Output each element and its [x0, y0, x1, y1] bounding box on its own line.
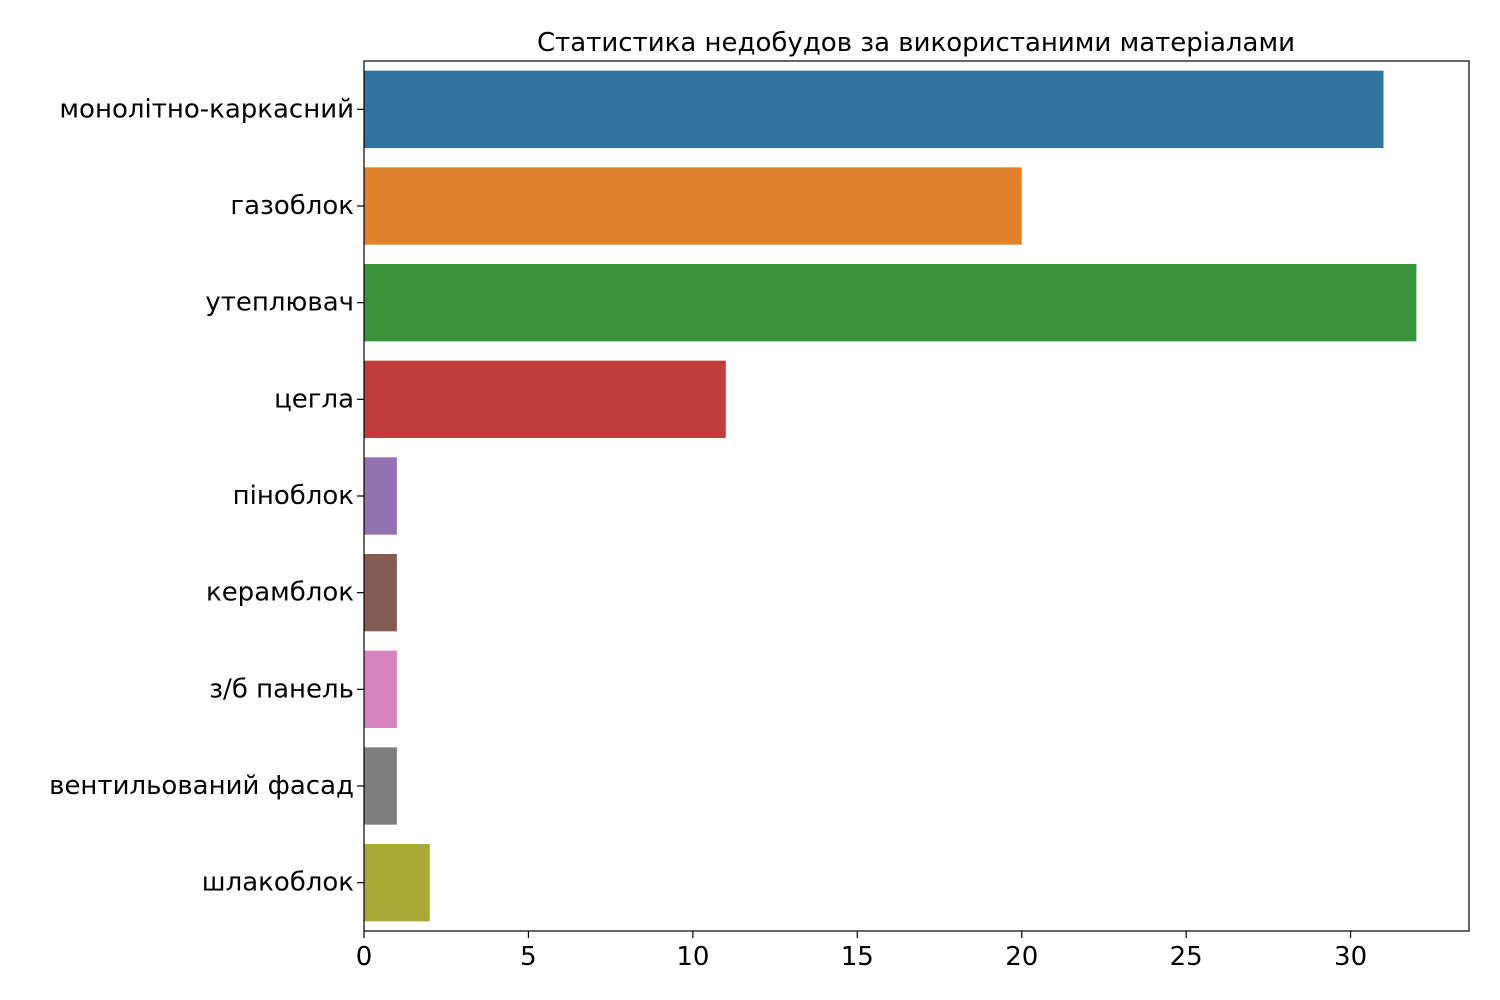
bar-2 — [364, 264, 1417, 342]
x-tick-label-5: 25 — [1170, 942, 1203, 972]
x-tick-label-0: 0 — [356, 942, 373, 972]
x-tick-label-6: 30 — [1334, 942, 1367, 972]
x-tick-label-2: 10 — [676, 942, 709, 972]
bar-4 — [364, 457, 397, 535]
y-tick-label-6: з/б панель — [209, 674, 354, 704]
x-tick-label-3: 15 — [841, 942, 874, 972]
y-tick-label-0: монолітно-каркасний — [59, 94, 354, 124]
y-tick-label-2: утеплювач — [205, 288, 354, 318]
y-tick-label-5: керамблок — [206, 578, 354, 608]
bar-8 — [364, 844, 430, 922]
x-tick-label-1: 5 — [520, 942, 537, 972]
y-axis-ticks: монолітно-каркасний газоблок утеплювач цегл… — [49, 94, 364, 898]
bars-layer — [364, 70, 1417, 922]
y-tick-label-3: цегла — [274, 384, 354, 414]
y-tick-label-1: газоблок — [230, 191, 354, 221]
bar-3 — [364, 360, 726, 438]
x-tick-label-4: 20 — [1005, 942, 1038, 972]
bar-6 — [364, 650, 397, 728]
bar-5 — [364, 554, 397, 632]
bar-1 — [364, 167, 1022, 245]
bar-7 — [364, 747, 397, 825]
y-tick-label-8: шлакоблок — [202, 868, 354, 898]
y-tick-label-4: піноблок — [233, 481, 354, 511]
chart-title: Статистика недобудов за використаними ма… — [537, 28, 1295, 58]
plot-area-frame — [363, 60, 1470, 932]
bar-0 — [364, 70, 1384, 148]
x-axis-ticks: 0 5 10 15 20 25 30 — [356, 931, 1367, 972]
y-tick-label-7: вентильований фасад — [49, 771, 354, 801]
